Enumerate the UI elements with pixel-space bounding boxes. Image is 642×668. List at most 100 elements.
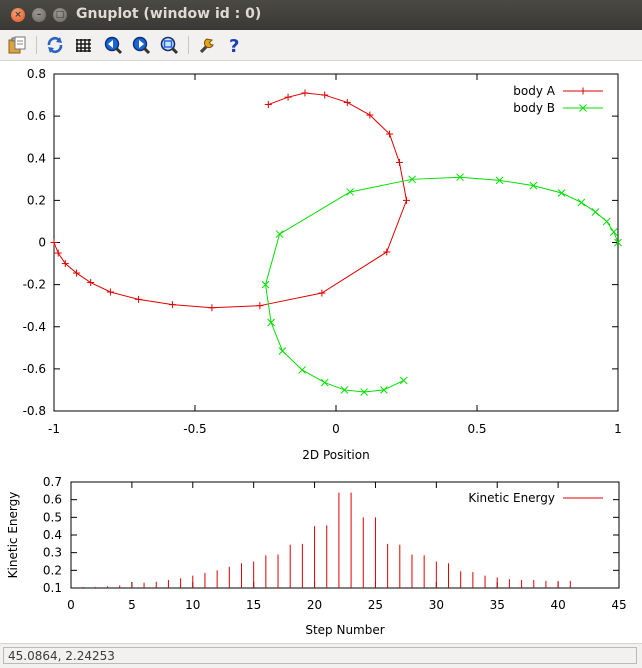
data-point-body-b bbox=[408, 175, 416, 184]
marker-cross bbox=[557, 189, 566, 197]
clipboard-icon[interactable] bbox=[7, 35, 27, 55]
data-point-body-b bbox=[495, 176, 504, 185]
svg-text:?: ? bbox=[229, 36, 239, 55]
data-point-body-a bbox=[395, 158, 403, 166]
data-point-body-b bbox=[261, 280, 270, 289]
y-tick-label: -0.6 bbox=[23, 362, 46, 376]
marker-cross bbox=[614, 238, 622, 247]
x-tick-label: 1 bbox=[614, 422, 622, 436]
mouse-coordinates: 45.0864, 2.24253 bbox=[3, 647, 637, 664]
y-tick-label: 0.6 bbox=[27, 109, 46, 123]
minimize-icon[interactable]: – bbox=[32, 8, 46, 22]
help-icon[interactable]: ? bbox=[225, 35, 245, 55]
y-tick-label: 0.2 bbox=[27, 193, 46, 207]
x-tick-label: 20 bbox=[307, 598, 322, 612]
refresh-icon[interactable] bbox=[45, 35, 65, 55]
marker-cross bbox=[577, 198, 586, 207]
y-tick-label: 0.8 bbox=[27, 67, 46, 81]
maximize-icon[interactable]: □ bbox=[53, 8, 67, 22]
data-point-body-a bbox=[50, 239, 58, 246]
data-point-body-b bbox=[529, 181, 538, 190]
marker-cross bbox=[261, 280, 270, 289]
data-point-body-b bbox=[380, 386, 388, 394]
y-tick-label: -0.8 bbox=[23, 404, 46, 418]
plot-canvas[interactable]: 0.8 0.6 0.4 0.2 0 -0.2 -0.4 -0.6 -0.8-1 -0.5 0 0.5 1… bbox=[0, 61, 642, 643]
data-point-body-a bbox=[135, 295, 143, 303]
y-tick-label: -0.4 bbox=[23, 320, 46, 334]
data-point-body-a bbox=[54, 249, 62, 257]
y-tick-label: 0.6 bbox=[43, 493, 62, 507]
x-tick-label: 25 bbox=[368, 598, 383, 612]
data-point-body-b bbox=[577, 198, 586, 207]
data-point-body-a bbox=[321, 91, 329, 99]
data-point-body-b bbox=[298, 366, 307, 374]
grid-icon[interactable] bbox=[74, 35, 94, 55]
data-point-body-b bbox=[591, 208, 600, 216]
window-title: Gnuplot (window id : 0) bbox=[76, 6, 262, 22]
y-tick-label: 0.5 bbox=[43, 510, 62, 524]
zoom-back-icon[interactable] bbox=[103, 35, 123, 55]
data-point-body-a bbox=[343, 98, 351, 106]
y-tick-label: 0.1 bbox=[43, 581, 62, 595]
zoom-fit-icon[interactable] bbox=[159, 35, 179, 55]
data-point-body-b bbox=[346, 188, 354, 196]
data-point-body-b bbox=[614, 238, 622, 247]
plot-border-1 bbox=[53, 73, 619, 412]
y-axis-label: Kinetic Energy bbox=[6, 492, 20, 579]
data-point-body-b bbox=[456, 173, 464, 182]
data-point-body-b bbox=[278, 347, 287, 355]
marker-cross bbox=[456, 173, 464, 182]
data-point-body-a bbox=[256, 302, 264, 310]
series-line-body-b bbox=[264, 176, 619, 393]
status-bar: 45.0864, 2.24253 bbox=[0, 643, 642, 668]
y-tick-label: -0.2 bbox=[23, 278, 46, 292]
marker-cross bbox=[609, 228, 618, 236]
x-tick-label: -1 bbox=[48, 422, 60, 436]
data-point-body-a bbox=[168, 301, 176, 309]
data-point-body-a bbox=[403, 196, 410, 204]
marker-cross bbox=[602, 217, 611, 226]
data-point-body-a bbox=[61, 260, 69, 268]
zoom-forward-icon[interactable] bbox=[131, 35, 151, 55]
series-line-body-a bbox=[53, 92, 408, 309]
legend-label-kinetic-energy: Kinetic Energy bbox=[468, 491, 555, 505]
legend-label-body-a: body A bbox=[513, 84, 555, 98]
x-axis-label: 2D Position bbox=[302, 448, 369, 462]
data-point-body-a bbox=[318, 289, 326, 297]
marker-cross bbox=[495, 176, 504, 185]
data-point-body-a bbox=[366, 111, 374, 119]
kinetic-energy-chart: 0.7 0.6 0.5 0.4 0.3 0.2 0.1 0 5 10 15 20 25 30 35 40 45 S… bbox=[6, 475, 627, 637]
x-axis-label: Step Number bbox=[305, 623, 384, 637]
y-tick-label: 0.2 bbox=[43, 563, 62, 577]
x-tick-label: 35 bbox=[490, 598, 505, 612]
marker-cross bbox=[267, 318, 275, 327]
data-point-body-a bbox=[87, 279, 95, 287]
marker-cross bbox=[320, 378, 329, 387]
data-point-body-a bbox=[208, 304, 216, 312]
data-point-body-a bbox=[106, 288, 114, 296]
data-point-body-a bbox=[386, 130, 394, 138]
data-point-body-b bbox=[267, 318, 275, 327]
data-point-body-b bbox=[602, 217, 611, 226]
data-point-body-a bbox=[284, 93, 292, 101]
data-point-body-a bbox=[301, 89, 309, 97]
marker-cross bbox=[298, 366, 307, 374]
x-tick-label: 45 bbox=[611, 598, 626, 612]
legend-label-body-b: body B bbox=[513, 101, 555, 115]
close-icon[interactable]: × bbox=[11, 8, 25, 22]
x-tick-label: 0 bbox=[67, 598, 75, 612]
data-point-body-b bbox=[340, 386, 349, 394]
x-tick-label: 0 bbox=[332, 422, 340, 436]
x-tick-label: 0.5 bbox=[467, 422, 486, 436]
trajectory-chart: 0.8 0.6 0.4 0.2 0 -0.2 -0.4 -0.6 -0.8-1 -0.5 0 0.5 1… bbox=[23, 67, 622, 462]
y-tick-label: 0.4 bbox=[27, 151, 46, 165]
y-tick-label: 0 bbox=[38, 236, 46, 250]
marker-cross bbox=[380, 386, 388, 394]
y-tick-label: 0.3 bbox=[43, 546, 62, 560]
x-tick-label: 10 bbox=[185, 598, 200, 612]
title-bar: × – □ Gnuplot (window id : 0) bbox=[0, 0, 642, 30]
data-point-body-b bbox=[360, 388, 369, 396]
wrench-icon[interactable] bbox=[197, 35, 217, 55]
marker-cross bbox=[529, 181, 538, 190]
